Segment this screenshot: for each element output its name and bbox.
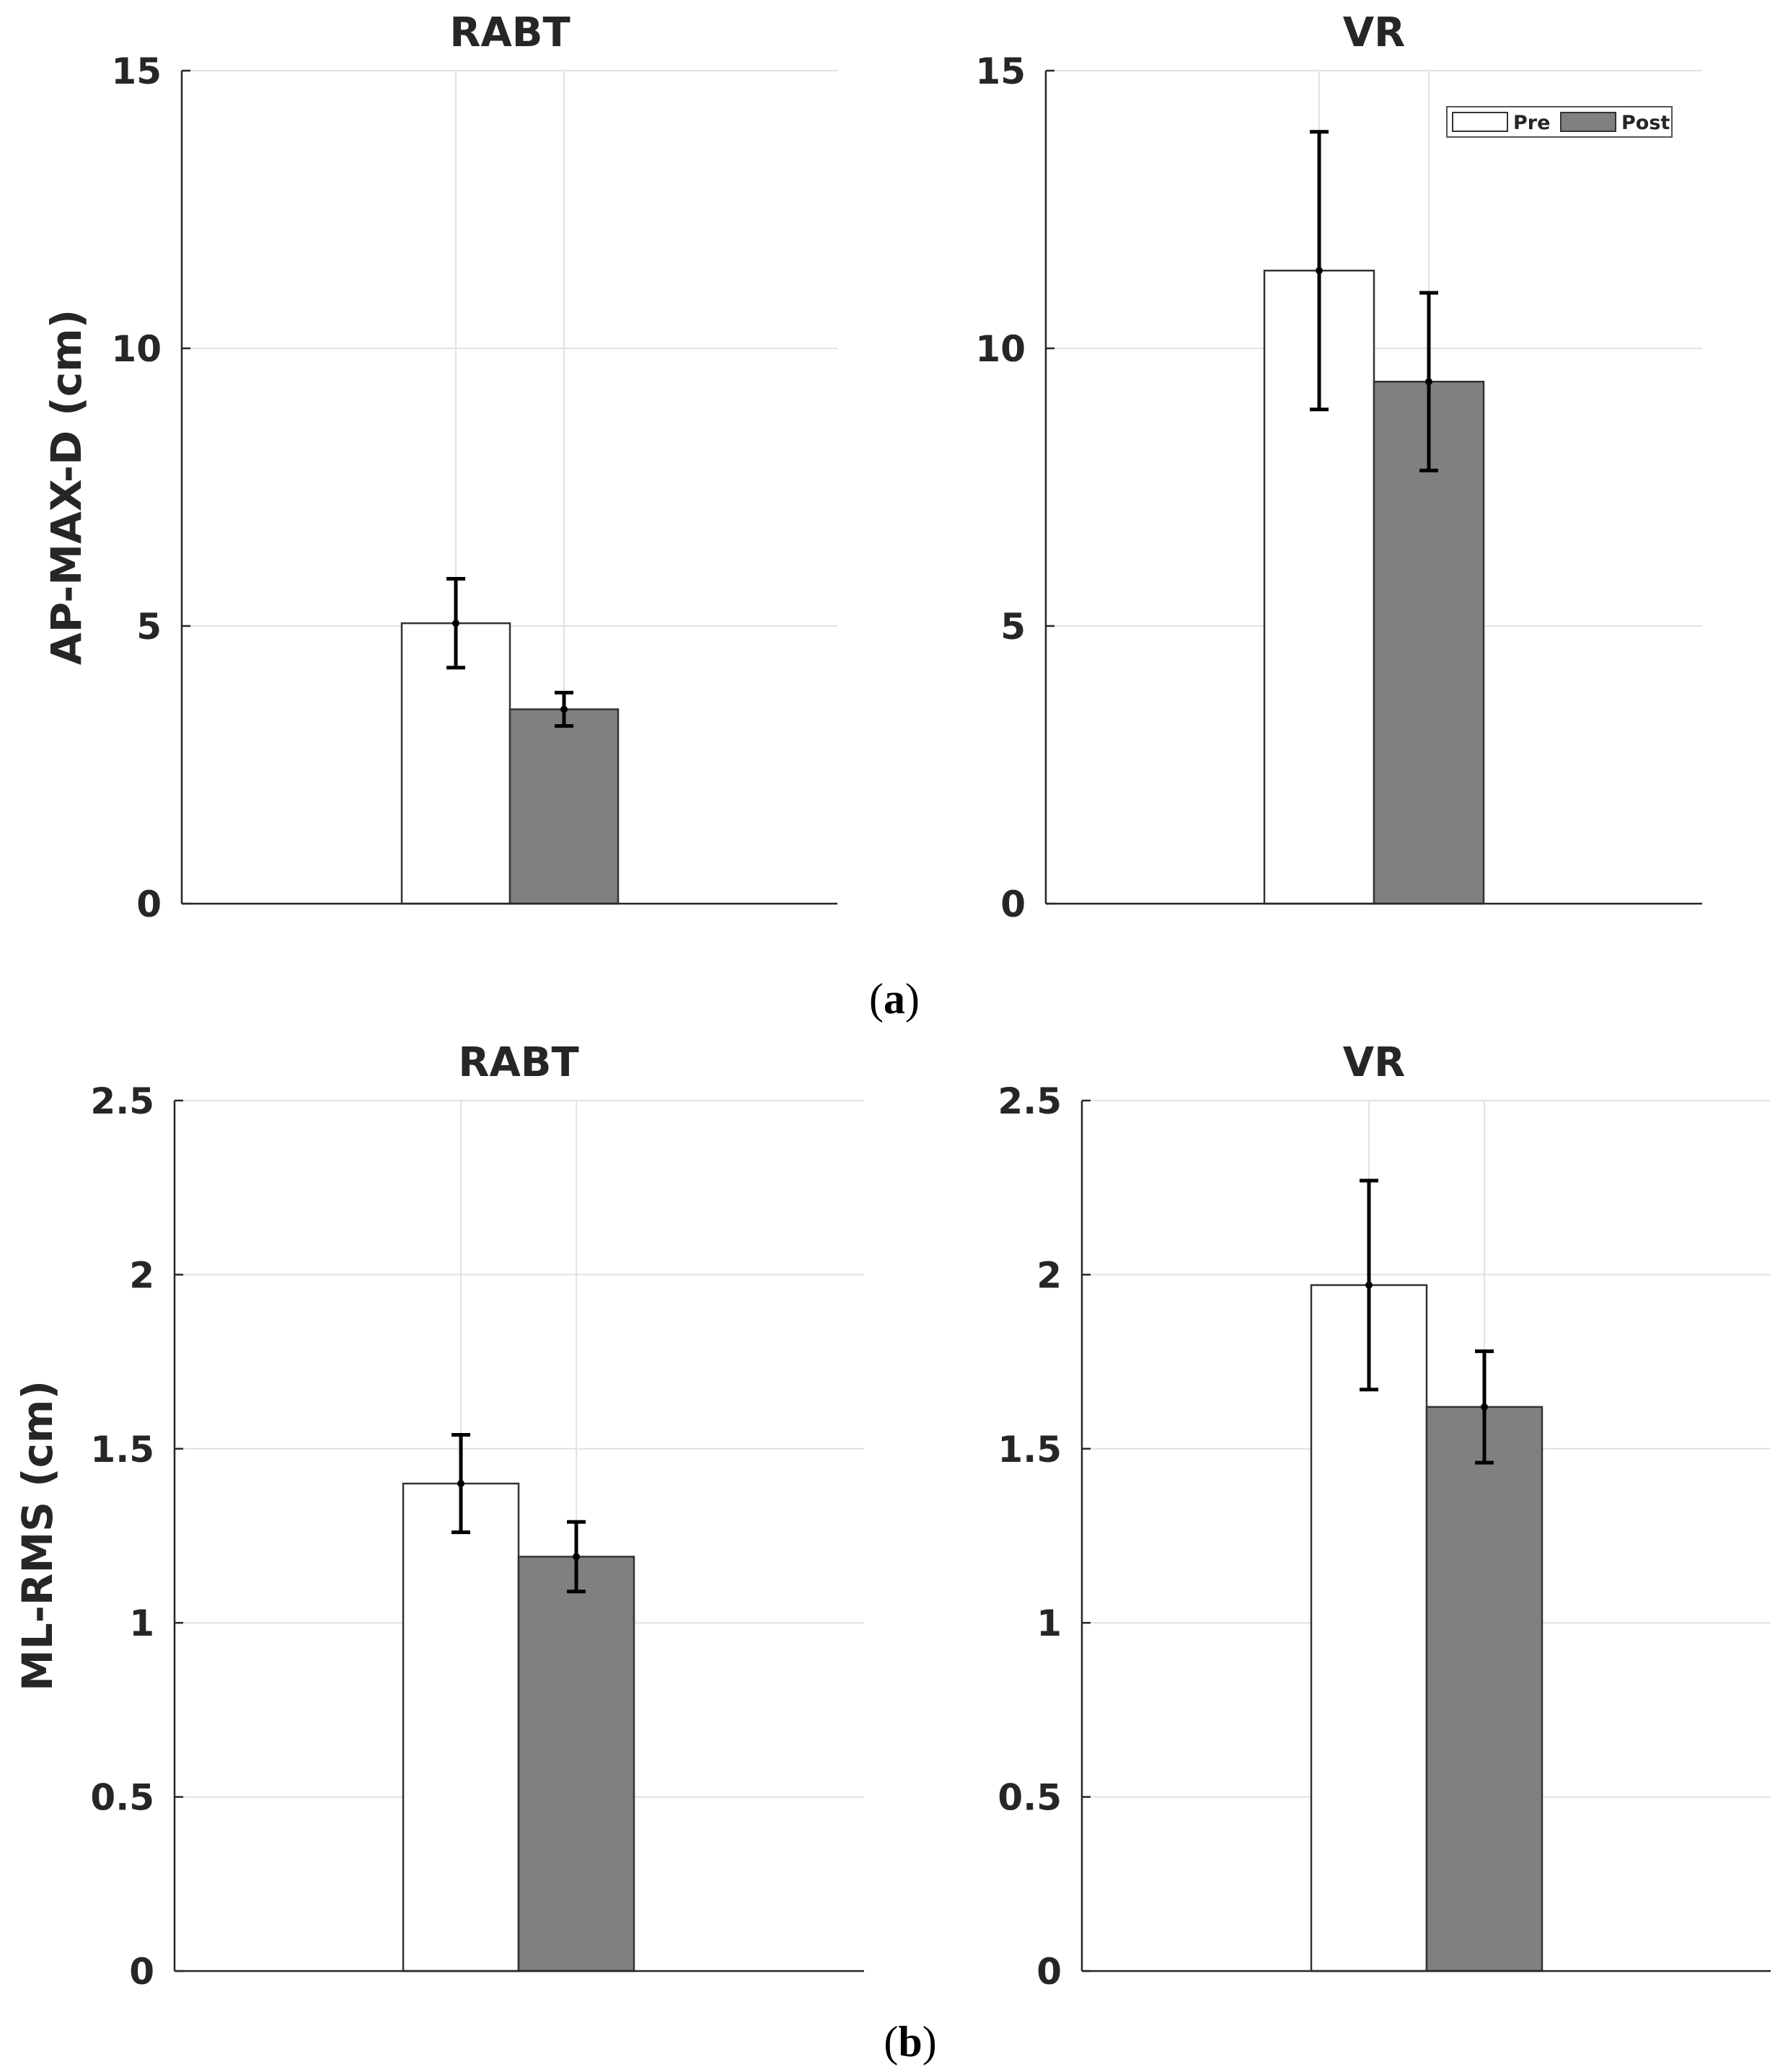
y-tick-label: 10 <box>975 328 1026 370</box>
y-tick-label: 1.5 <box>998 1429 1062 1471</box>
y-tick-label: 5 <box>1000 606 1026 648</box>
chart-3: 0 0.5 1 1.5 2 2.5 RABT ML-RMS (cm) <box>13 1039 864 1993</box>
mean-marker <box>560 705 568 713</box>
y-tick-label: 1 <box>129 1603 154 1644</box>
legend: Pre Post <box>1446 106 1673 138</box>
bar-post <box>1425 1406 1543 1972</box>
mean-marker <box>457 1480 464 1488</box>
panel-label-a-letter: a <box>884 975 905 1023</box>
mean-marker <box>573 1553 580 1561</box>
legend-swatch-pre <box>1452 112 1508 132</box>
chart-1: 0 5 10 15 RABT AP-MAX-D (cm) <box>42 9 837 925</box>
y-axis-label: AP-MAX-D (cm) <box>42 309 91 665</box>
chart-title: VR <box>1343 1039 1405 1086</box>
legend-swatch-post <box>1560 112 1616 132</box>
y-tick-label: 10 <box>111 328 162 370</box>
bar-post <box>517 1556 635 1972</box>
y-tick-label: 2 <box>129 1254 154 1296</box>
y-tick-label: 1 <box>1036 1603 1062 1644</box>
bar-post <box>508 708 620 905</box>
y-tick-label: 0.5 <box>90 1777 154 1819</box>
mean-marker <box>1316 267 1323 275</box>
y-tick-label: 2.5 <box>90 1080 154 1122</box>
chart-title: RABT <box>449 9 570 56</box>
y-tick-label: 1.5 <box>90 1429 154 1471</box>
panel-label-b: (b) <box>884 2018 936 2066</box>
mean-marker <box>452 620 459 627</box>
y-tick-label: 0.5 <box>998 1777 1062 1819</box>
y-axis-label: ML-RMS (cm) <box>13 1380 62 1691</box>
y-tick-label: 0 <box>129 1951 154 1993</box>
y-tick-label: 0 <box>1036 1951 1062 1993</box>
y-tick-label: 15 <box>975 50 1026 92</box>
y-tick-label: 0 <box>136 883 162 925</box>
y-tick-label: 2.5 <box>998 1080 1062 1122</box>
y-tick-label: 5 <box>136 606 162 648</box>
chart-title: VR <box>1343 9 1405 56</box>
chart-2: 0 5 10 15 VR Pre Post <box>975 9 1702 925</box>
panel-label-a: (a) <box>869 975 920 1023</box>
mean-marker <box>1365 1281 1373 1289</box>
mean-marker <box>1481 1403 1488 1411</box>
mean-marker <box>1425 378 1432 386</box>
y-tick-label: 15 <box>111 50 162 92</box>
chart-title: RABT <box>458 1039 578 1086</box>
legend-label-pre: Pre <box>1513 112 1550 134</box>
y-tick-label: 0 <box>1000 883 1026 925</box>
bar-pre <box>402 1482 520 1972</box>
y-tick-label: 2 <box>1036 1254 1062 1296</box>
bar-pre <box>400 622 511 905</box>
chart-4: 0 0.5 1 1.5 2 2.5 VR <box>998 1039 1771 1993</box>
panel-label-b-letter: b <box>898 2018 922 2066</box>
legend-label-post: Post <box>1621 112 1670 134</box>
